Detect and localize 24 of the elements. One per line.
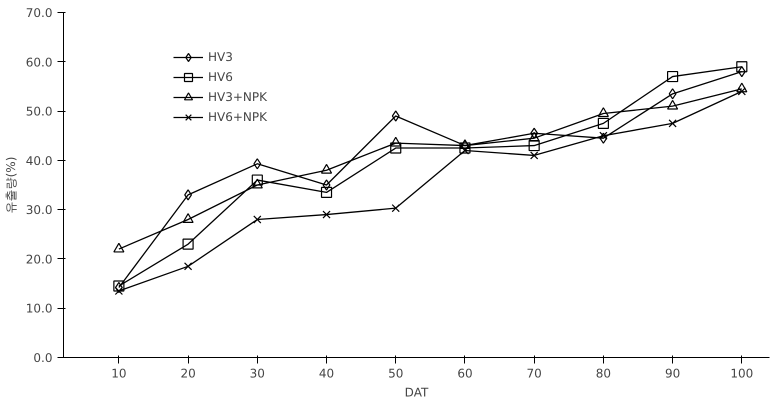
y-tick-label: 0.0	[33, 351, 53, 365]
x-tick-label: 50	[388, 366, 404, 380]
x-tick-label: 30	[250, 366, 265, 380]
y-tick-label: 20.0	[26, 252, 52, 266]
x-tick-label: 100	[730, 366, 754, 380]
x-tick-label: 80	[596, 366, 612, 380]
y-tick-label: 40.0	[26, 154, 52, 168]
y-tick-label: 10.0	[26, 302, 52, 316]
x-tick-label: 20	[180, 366, 196, 380]
y-tick-label: 30.0	[26, 203, 52, 218]
y-tick-label: 70.0	[26, 6, 52, 20]
y-tick-label: 50.0	[26, 104, 52, 119]
x-tick-label: 60	[457, 366, 473, 380]
y-axis-title: 유출량(%)	[4, 156, 18, 214]
x-tick-label: 10	[111, 366, 127, 380]
legend-label: HV3+NPK	[208, 90, 268, 104]
legend-label: HV6	[208, 70, 233, 84]
legend-label: HV3	[208, 50, 233, 64]
y-tick-label: 60.0	[26, 55, 52, 70]
x-axis-title: DAT	[404, 386, 429, 400]
legend-label: HV6+NPK	[208, 110, 268, 124]
x-tick-label: 40	[318, 366, 334, 380]
x-tick-label: 70	[526, 366, 542, 380]
x-tick-label: 90	[664, 366, 680, 380]
